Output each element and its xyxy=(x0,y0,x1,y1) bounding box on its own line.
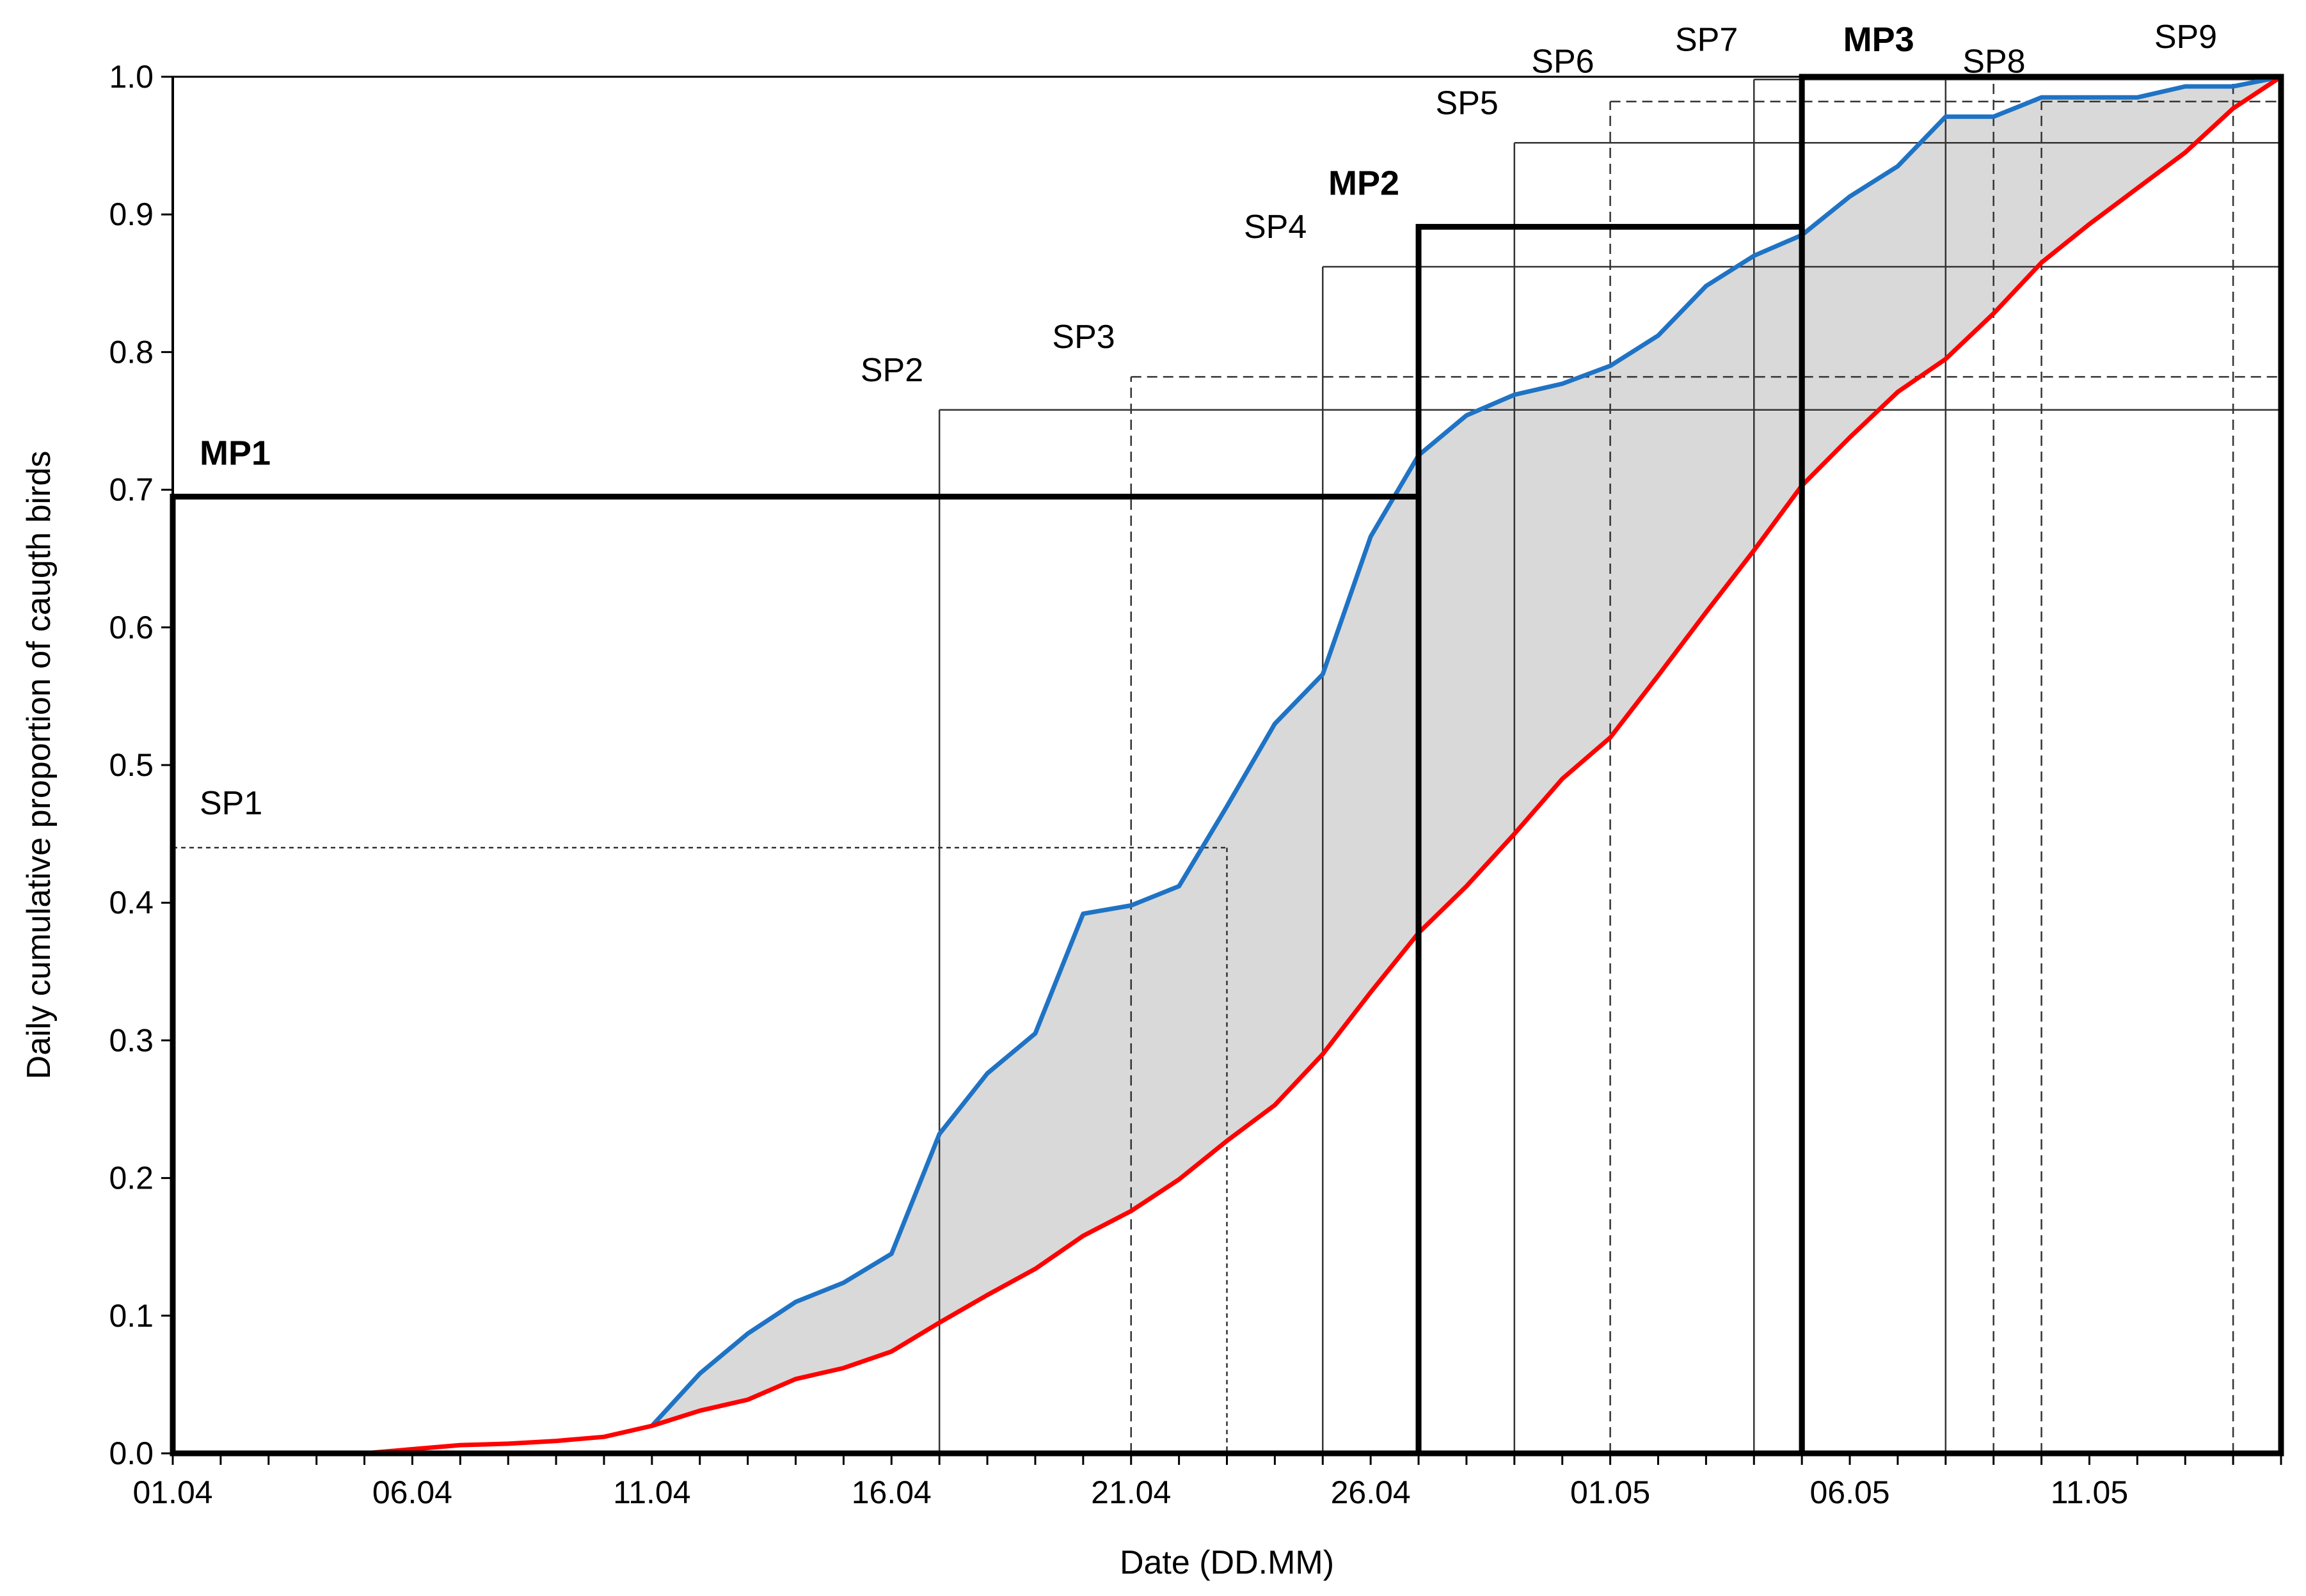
y-tick-label-2: 0.2 xyxy=(109,1160,154,1196)
sp-markers xyxy=(173,75,2281,1453)
mp-label-3: MP3 xyxy=(1843,20,1914,59)
sp-label-2: SP2 xyxy=(861,352,923,389)
x-tick-label-7: 06.05 xyxy=(1809,1474,1889,1510)
y-tick-label-1: 0.1 xyxy=(109,1298,154,1334)
x-tick-label-5: 26.04 xyxy=(1331,1474,1411,1510)
x-tick-label-8: 11.05 xyxy=(2051,1474,2128,1510)
sp-label-1: SP1 xyxy=(200,785,262,822)
y-tick-label-8: 0.8 xyxy=(109,334,154,370)
series-lines xyxy=(170,74,2284,1456)
sp-label-3: SP3 xyxy=(1052,319,1115,356)
y-tick-label-4: 0.4 xyxy=(109,885,154,920)
sp-label-5: SP5 xyxy=(1436,84,1499,122)
sp-label-9: SP9 xyxy=(2154,19,2217,56)
y-tick-label-10: 1.0 xyxy=(109,59,154,95)
x-tick-label-3: 16.04 xyxy=(852,1474,932,1510)
series-line-2 xyxy=(170,74,2284,1456)
y-tick-label-3: 0.3 xyxy=(109,1022,154,1058)
x-axis-title: Date (DD.MM) xyxy=(1120,1544,1334,1581)
x-tick-label-6: 01.05 xyxy=(1570,1474,1650,1510)
x-tick-label-4: 21.04 xyxy=(1091,1474,1171,1510)
x-tick-label-2: 11.04 xyxy=(613,1474,690,1510)
sp-label-7: SP7 xyxy=(1675,21,1738,58)
axes: 0.0 0.1 0.2 0.3 0.4 0.5 0.6 0.7 0.8 0.9 1.0 01.04 06… xyxy=(109,59,2282,1510)
y-tick-label-9: 0.9 xyxy=(109,196,154,232)
sp-label-6: SP6 xyxy=(1531,43,1594,81)
y-axis-title: Daily cumulative proportion of caugth bi… xyxy=(20,451,58,1080)
y-tick-label-6: 0.6 xyxy=(109,610,154,645)
x-tick-label-0: 01.04 xyxy=(132,1474,212,1510)
labels: SP1 SP2 SP3 SP4 SP5 SP6 SP7 SP8 SP9 MP1 MP2 MP3 xyxy=(200,19,2217,822)
sp-label-4: SP4 xyxy=(1244,209,1307,246)
mp-label-1: MP1 xyxy=(200,434,271,472)
series-line-1 xyxy=(649,74,2284,1428)
y-tick-label-0: 0.0 xyxy=(109,1435,154,1471)
mp-label-2: MP2 xyxy=(1328,164,1399,203)
sp-label-8: SP8 xyxy=(1962,43,2025,81)
y-tick-label-5: 0.5 xyxy=(109,747,154,783)
x-tick-label-1: 06.04 xyxy=(372,1474,452,1510)
y-tick-label-7: 0.7 xyxy=(109,472,154,508)
